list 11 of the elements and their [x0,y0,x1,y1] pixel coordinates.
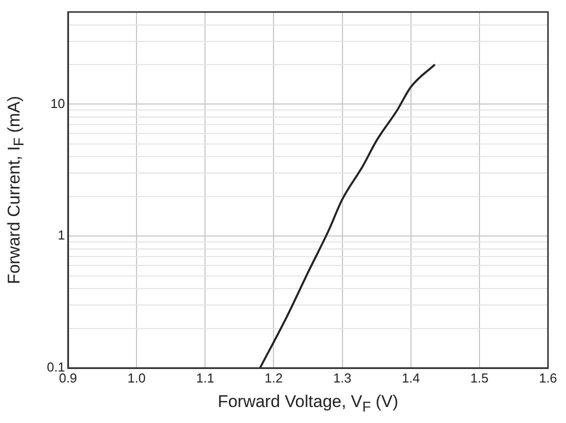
x-tick-label: 1.5 [470,370,488,386]
x-tick-label: 1.0 [128,370,146,386]
x-tick-label: 1.3 [333,370,352,386]
x-tick-label: 1.2 [264,370,283,386]
x-tick-label: 1.6 [538,370,558,386]
y-tick-label: 10 [50,96,65,111]
x-axis-title: Forward Voltage, V$_{F}$ (V) [216,392,400,416]
x-tick-label: 1.4 [402,370,420,386]
line-series [259,63,436,368]
y-tick-label: 1 [58,228,65,243]
x-tick-label: 1.1 [196,370,214,386]
